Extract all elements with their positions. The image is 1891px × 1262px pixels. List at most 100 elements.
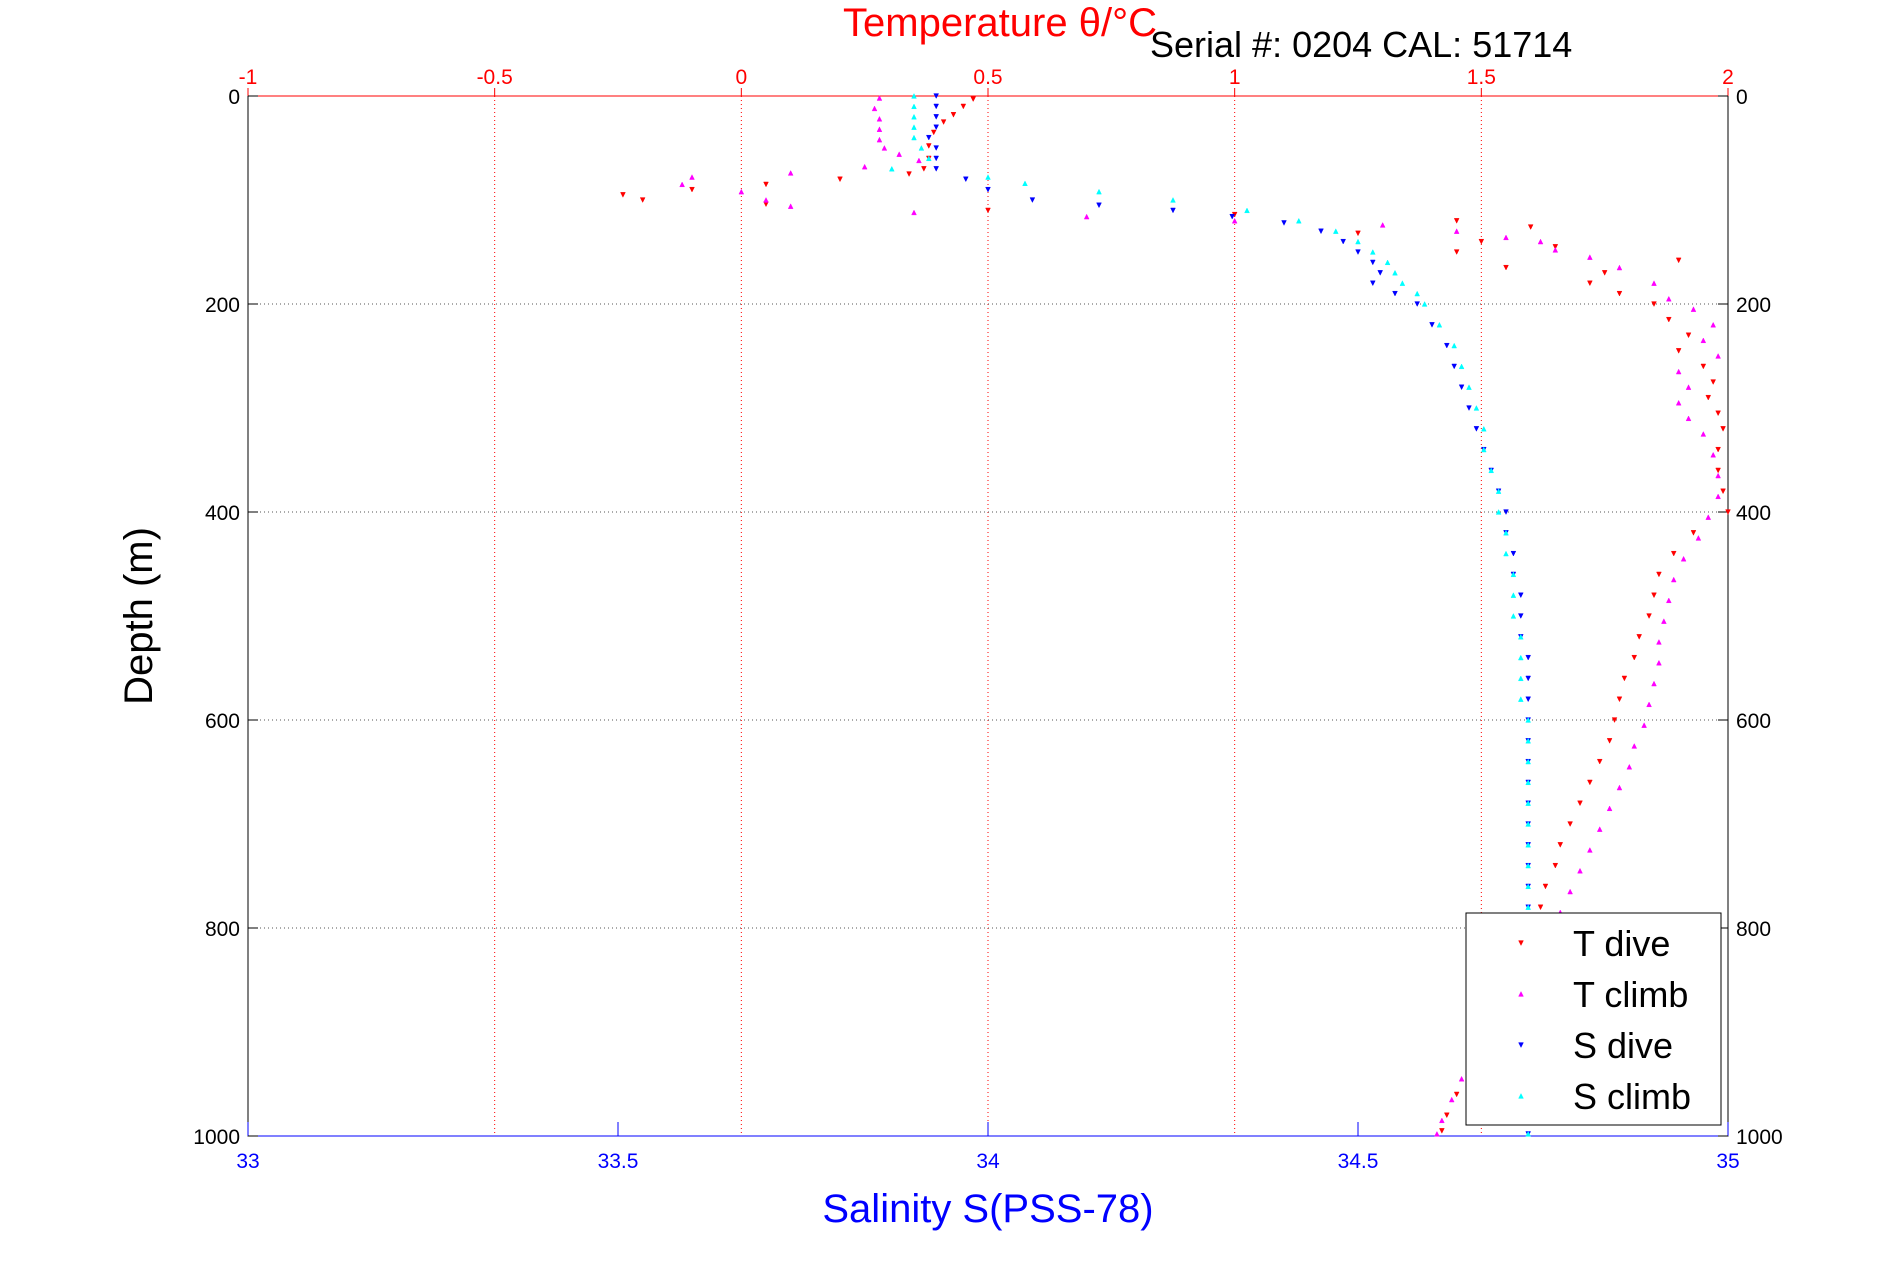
data-point (1675, 348, 1682, 354)
data-point (1567, 821, 1573, 827)
data-point (1675, 399, 1682, 406)
data-point (1651, 280, 1657, 286)
data-point (1439, 1128, 1445, 1134)
data-point (763, 197, 769, 203)
data-point (896, 151, 903, 157)
temp-tick-label: 0.5 (973, 66, 1002, 89)
data-point (1096, 202, 1102, 209)
data-point (1466, 384, 1472, 390)
data-point (1616, 264, 1623, 271)
depth-tick-label: 200 (205, 294, 240, 317)
data-point (1369, 249, 1376, 255)
data-point (1318, 228, 1324, 235)
data-point (1685, 415, 1692, 422)
data-point (1552, 862, 1559, 869)
data-point (1525, 841, 1532, 848)
data-point (1458, 384, 1465, 391)
data-point (1453, 218, 1460, 224)
data-point (1478, 238, 1485, 245)
data-point (1340, 238, 1347, 245)
sal-tick-label: 34.5 (1338, 1150, 1379, 1173)
data-point (1453, 249, 1460, 255)
data-point (1355, 230, 1361, 237)
data-point (1715, 493, 1721, 500)
data-point (1414, 290, 1421, 297)
data-point (1451, 342, 1458, 349)
data-point (1525, 862, 1532, 869)
data-point (1525, 904, 1532, 910)
legend-item: T dive (1518, 923, 1670, 964)
data-point (1295, 217, 1302, 224)
legend-label: S climb (1573, 1076, 1691, 1117)
data-point (1525, 800, 1532, 806)
temperature-axis: -1 -0.5 0 0.5 1 1.5 2 (239, 66, 1734, 97)
data-point (1525, 779, 1532, 786)
data-point (1488, 467, 1495, 474)
data-point (1611, 717, 1618, 723)
data-point (1537, 238, 1544, 245)
data-point (738, 188, 745, 195)
depth-axis-right: 0 200 400 600 800 1000 (1718, 86, 1783, 1149)
data-point (1621, 675, 1628, 682)
data-point (1587, 280, 1593, 287)
data-point (1636, 634, 1643, 640)
legend-label: S dive (1573, 1025, 1673, 1066)
data-point (1170, 197, 1176, 203)
data-point (1525, 758, 1532, 765)
data-point (639, 197, 646, 203)
data-point (1537, 904, 1544, 911)
data-point (1453, 1091, 1460, 1098)
data-point (1715, 353, 1721, 359)
data-point (962, 176, 969, 183)
data-point (689, 186, 695, 193)
temp-tick-label: -1 (239, 66, 258, 89)
data-point (1355, 238, 1361, 245)
data-point (1355, 249, 1361, 255)
legend-box (1465, 912, 1722, 1126)
data-point (1690, 530, 1697, 536)
depth-tick-label: 1000 (193, 1126, 240, 1149)
data-point (1656, 639, 1662, 645)
data-point (1552, 246, 1559, 253)
data-point (1510, 571, 1517, 578)
depth-tick-label: 400 (1736, 502, 1771, 525)
data-point (888, 165, 895, 172)
data-point (620, 192, 626, 198)
data-point (1517, 592, 1524, 599)
data-point (1651, 680, 1657, 687)
data-point (861, 163, 868, 170)
data-point (1705, 394, 1712, 401)
data-point (1083, 213, 1090, 220)
series-s-dive (925, 93, 1532, 1137)
data-point (925, 143, 932, 149)
data-point (1495, 488, 1502, 494)
grid-layer (248, 96, 1728, 1136)
data-point (1517, 613, 1524, 619)
serial-label: Serial #: 0204 CAL: 51714 (1150, 24, 1572, 65)
data-point (1587, 254, 1593, 260)
data-point (1022, 180, 1028, 187)
data-point (1596, 826, 1603, 832)
data-point (911, 124, 917, 130)
data-point (1525, 675, 1532, 682)
y-axis-label: Depth (m) (117, 527, 161, 705)
depth-axis-left: 0 200 400 600 800 1000 (193, 86, 258, 1149)
data-point (985, 174, 991, 180)
depth-tick-label: 200 (1736, 294, 1771, 317)
data-point (1096, 188, 1102, 195)
data-point (1244, 207, 1250, 214)
data-point (1332, 228, 1339, 234)
data-point (1665, 597, 1672, 604)
data-point (1392, 290, 1398, 297)
temp-tick-label: 2 (1722, 66, 1734, 89)
data-point (1281, 220, 1287, 226)
data-point (876, 115, 883, 122)
data-point (1466, 405, 1472, 411)
data-point (1670, 576, 1677, 583)
data-point (1651, 592, 1657, 599)
legend: T dive T climb S dive S climb (1465, 912, 1722, 1126)
depth-tick-label: 600 (205, 710, 240, 733)
data-point (1029, 197, 1036, 203)
data-point (930, 129, 937, 136)
